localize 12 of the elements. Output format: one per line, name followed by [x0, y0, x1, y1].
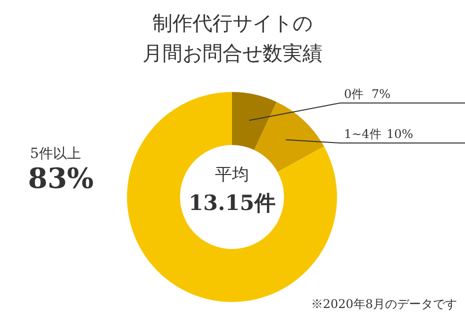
- data-label: 83%: [28, 162, 94, 195]
- data-label: 10%: [386, 127, 414, 141]
- text: ※2020年8月のデータです: [310, 297, 457, 311]
- text: 平均: [215, 165, 249, 185]
- text: 13.15件: [188, 190, 276, 215]
- data-label: 7%: [372, 87, 391, 101]
- slice-label: 5件以上: [30, 146, 81, 162]
- donut-slice: [254, 102, 324, 172]
- donut-slice: [232, 92, 277, 150]
- slice-label: 0件: [344, 87, 364, 101]
- slice-label: 1~4件: [344, 127, 382, 141]
- chart-title: 制作代行サイトの月間お問合せ数実績: [142, 11, 322, 65]
